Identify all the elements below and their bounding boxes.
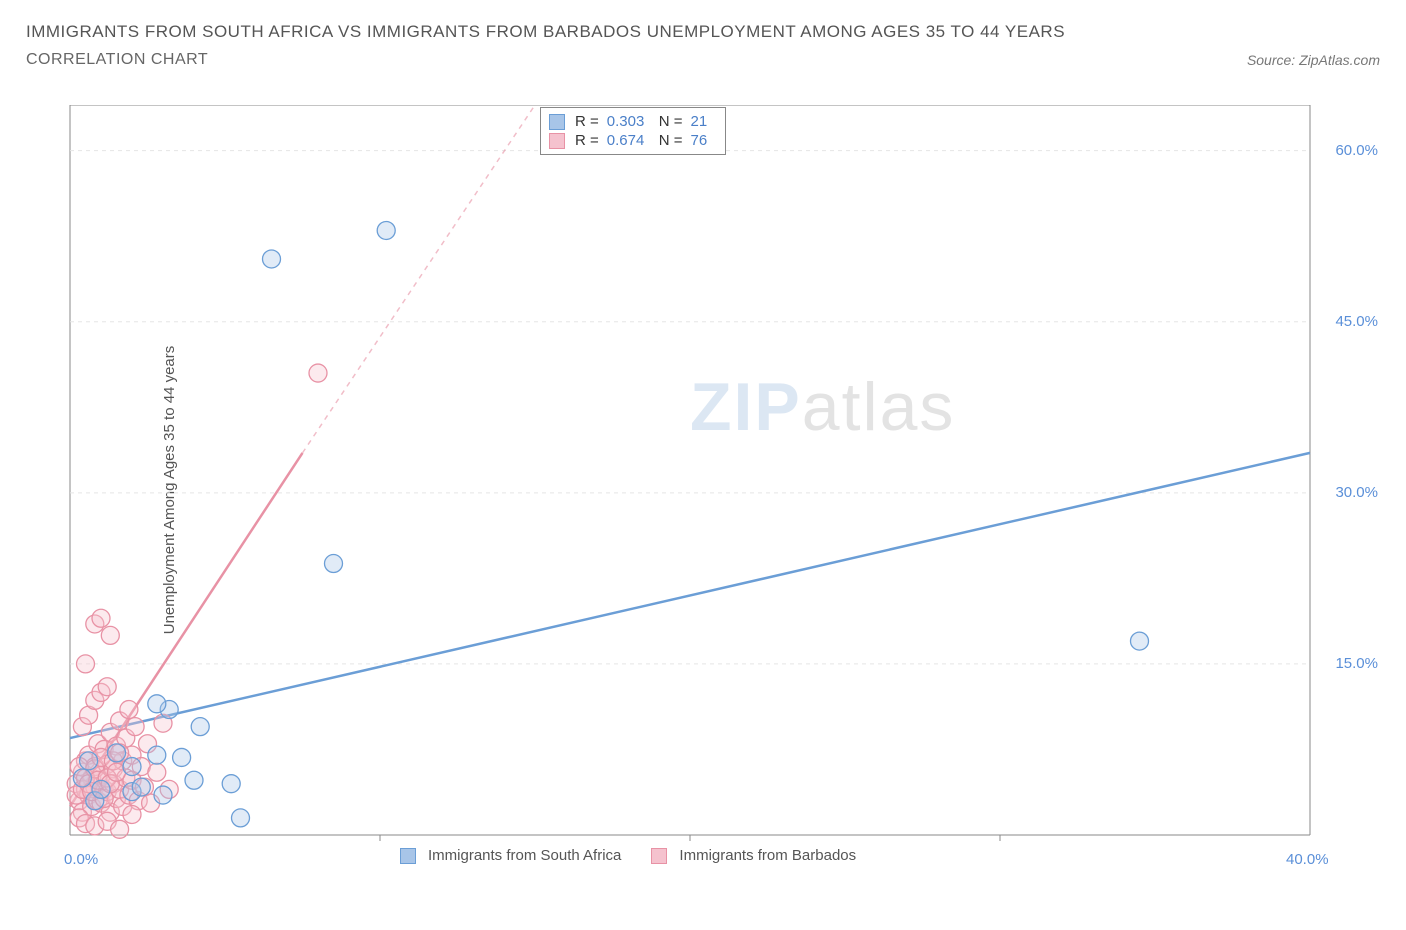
legend-swatch (549, 133, 565, 149)
stat-r-label: R = (575, 132, 599, 149)
stat-n-value: 76 (691, 132, 717, 149)
chart-title: IMMIGRANTS FROM SOUTH AFRICA VS IMMIGRAN… (26, 18, 1380, 45)
stat-r-value: 0.674 (607, 132, 653, 149)
chart-subtitle: CORRELATION CHART (26, 51, 208, 69)
stat-n-label: N = (659, 132, 683, 149)
subtitle-row: CORRELATION CHART Source: ZipAtlas.com (26, 51, 1380, 69)
stats-row: R = 0.303 N = 21 (549, 112, 717, 131)
y-tick-label: 60.0% (1318, 142, 1378, 159)
legend-swatch (400, 848, 416, 864)
legend-swatch (549, 114, 565, 130)
chart-area: Unemployment Among Ages 35 to 44 years Z… (60, 105, 1380, 875)
source-credit: Source: ZipAtlas.com (1247, 52, 1380, 68)
x-tick-label: 0.0% (64, 851, 98, 868)
stats-legend-box: R = 0.303 N = 21 R = 0.674 N = 76 (540, 107, 726, 155)
y-tick-label: 45.0% (1318, 313, 1378, 330)
legend-item: Immigrants from South Africa (400, 847, 621, 864)
stat-n-value: 21 (691, 113, 717, 130)
legend-label: Immigrants from Barbados (679, 847, 856, 864)
scatter-plot (60, 105, 1380, 875)
x-tick-label: 40.0% (1286, 851, 1329, 868)
y-tick-label: 15.0% (1318, 655, 1378, 672)
stats-row: R = 0.674 N = 76 (549, 131, 717, 150)
legend-label: Immigrants from South Africa (428, 847, 621, 864)
stat-r-label: R = (575, 113, 599, 130)
stat-r-value: 0.303 (607, 113, 653, 130)
y-tick-label: 30.0% (1318, 484, 1378, 501)
chart-header: IMMIGRANTS FROM SOUTH AFRICA VS IMMIGRAN… (0, 0, 1406, 69)
legend-swatch (651, 848, 667, 864)
legend-item: Immigrants from Barbados (651, 847, 856, 864)
series-legend: Immigrants from South Africa Immigrants f… (400, 847, 856, 864)
stat-n-label: N = (659, 113, 683, 130)
